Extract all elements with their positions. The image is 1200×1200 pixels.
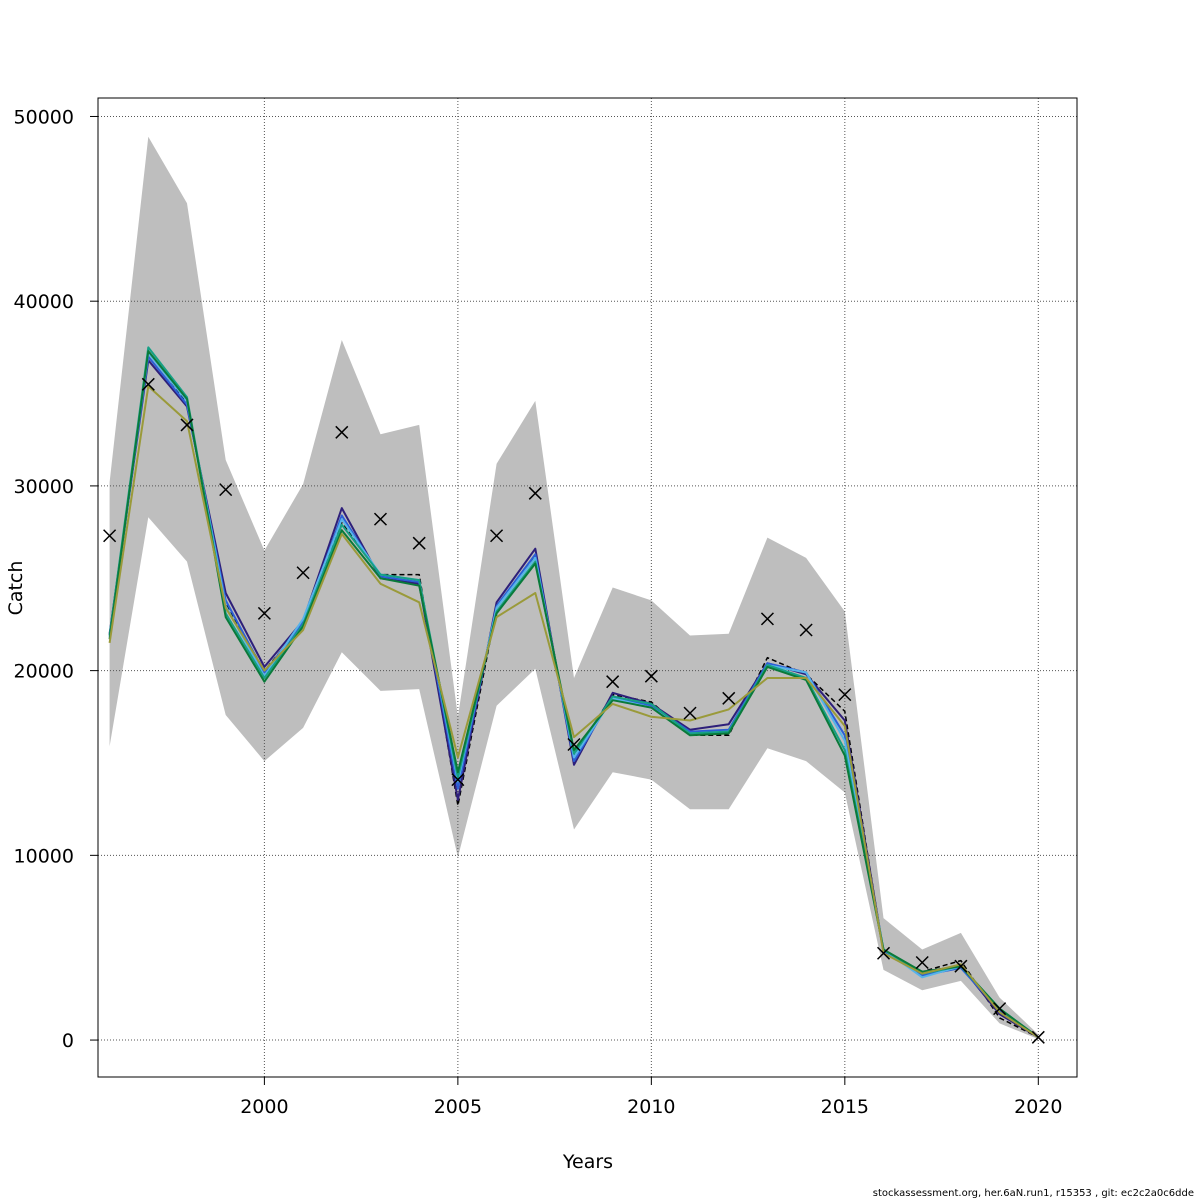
x-axis-title: Years	[562, 1151, 613, 1173]
observed-point	[683, 706, 697, 720]
observed-point	[644, 669, 658, 683]
x-tick-label: 2015	[821, 1096, 869, 1118]
plot-frame	[97, 97, 1078, 1078]
observed-point	[373, 512, 388, 526]
y-tick-label: 30000	[14, 476, 74, 498]
observed-point	[335, 425, 349, 439]
observed-point	[722, 691, 736, 705]
x-tick-label: 2020	[1014, 1096, 1062, 1118]
y-tick-label: 0	[62, 1030, 74, 1052]
observed-point	[1031, 1030, 1045, 1044]
observed-point	[296, 566, 310, 580]
observed-point	[760, 612, 774, 626]
y-tick-label: 10000	[14, 845, 74, 867]
observed-point	[799, 623, 813, 637]
y-tick-label: 50000	[14, 106, 74, 128]
x-tick-label: 2000	[240, 1096, 288, 1118]
observed-point	[412, 536, 426, 550]
observed-point	[103, 529, 117, 543]
observed-point	[606, 675, 620, 689]
observed-point	[915, 955, 929, 970]
observed-point	[954, 959, 968, 973]
grid-layer	[98, 98, 1077, 1077]
observed-point	[257, 606, 271, 620]
y-tick-label: 20000	[14, 661, 74, 683]
observed-point	[490, 529, 504, 543]
x-tick-label: 2005	[434, 1096, 482, 1118]
x-tick-label: 2010	[627, 1096, 675, 1118]
observed-point	[451, 773, 465, 787]
observed-point	[528, 486, 542, 500]
observed-point	[219, 483, 233, 497]
observed-point	[567, 737, 581, 752]
observed-points-layer	[103, 377, 1045, 1044]
observed-point	[993, 1002, 1007, 1016]
axes-layer: 2000 2005 2010 2015 2020 0 10000 20000 30000 4000…	[14, 106, 1063, 1118]
confidence-band-layer	[109, 136, 1039, 1040]
y-axis-title: Catch	[5, 561, 27, 616]
y-tick-label: 40000	[14, 291, 74, 313]
observed-point	[876, 946, 891, 960]
observed-point	[838, 688, 852, 702]
confidence-band	[109, 136, 1039, 1040]
footer-credit: stockassessment.org, her.6aN.run1, r1535…	[872, 1188, 1194, 1199]
observed-point	[180, 418, 194, 432]
observed-point	[141, 377, 155, 391]
